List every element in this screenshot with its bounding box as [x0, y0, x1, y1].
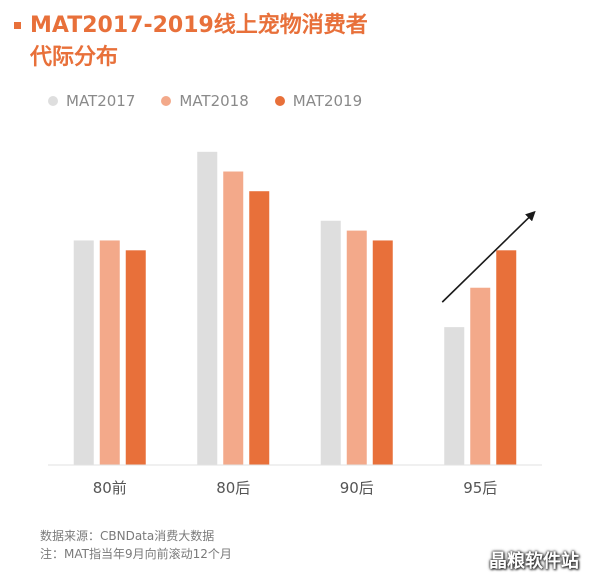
x-axis-labels: 80前 80后 90后 95后: [93, 479, 498, 497]
legend-item-mat2019: MAT2019: [274, 92, 363, 110]
bar-80-hou-mat2018: [223, 171, 244, 466]
legend-item-mat2017: MAT2017: [48, 92, 135, 110]
bar-80-qian-mat2019: [125, 250, 146, 465]
bar-90-hou-mat2018: [346, 230, 367, 465]
chart-title-line-1: MAT2017-2019线上宠物消费者: [30, 13, 368, 38]
x-tick-label-90-hou: 90后: [340, 479, 374, 497]
legend-label-mat2017: MAT2017: [66, 92, 136, 110]
chart-title-line-2: 代际分布: [30, 45, 119, 70]
x-tick-label-95-hou: 95后: [463, 479, 497, 497]
x-tick-label-80-qian: 80前: [93, 479, 127, 497]
bar-95-hou-mat2017: [444, 327, 465, 465]
bar-80-qian-mat2017: [73, 240, 94, 465]
legend-swatch-mat2017: [48, 96, 58, 106]
legend-swatch-mat2018: [161, 96, 172, 106]
chart-title: MAT2017-2019线上宠物消费者 代际分布: [30, 10, 368, 74]
bar-95-hou-mat2018: [470, 287, 491, 465]
trend-arrow: [441, 210, 536, 303]
bar-80-qian-mat2018: [99, 240, 120, 465]
source-line-1: 数据来源：CBNData消费大数据: [40, 529, 215, 543]
watermark: 晶粮软件站: [489, 551, 579, 572]
legend-item-mat2018: MAT2018: [161, 92, 249, 110]
source-line-2: 注：MAT指当年9月向前滚动12个月: [40, 547, 232, 561]
legend: MAT2017 MAT2018 MAT2019: [48, 92, 362, 110]
title-marker: [14, 22, 21, 29]
legend-swatch-mat2019: [274, 96, 285, 106]
bar-95-hou-mat2019: [496, 250, 517, 465]
bars-group: [73, 151, 517, 466]
x-tick-label-80-hou: 80后: [216, 479, 250, 497]
legend-label-mat2019: MAT2019: [292, 92, 363, 110]
bar-90-hou-mat2019: [372, 240, 393, 465]
bar-90-hou-mat2017: [320, 220, 341, 465]
bar-80-hou-mat2017: [197, 151, 218, 465]
legend-label-mat2018: MAT2018: [179, 92, 249, 110]
bar-80-hou-mat2019: [249, 191, 270, 465]
source-note: 数据来源：CBNData消费大数据 注：MAT指当年9月向前滚动12个月: [40, 527, 232, 563]
